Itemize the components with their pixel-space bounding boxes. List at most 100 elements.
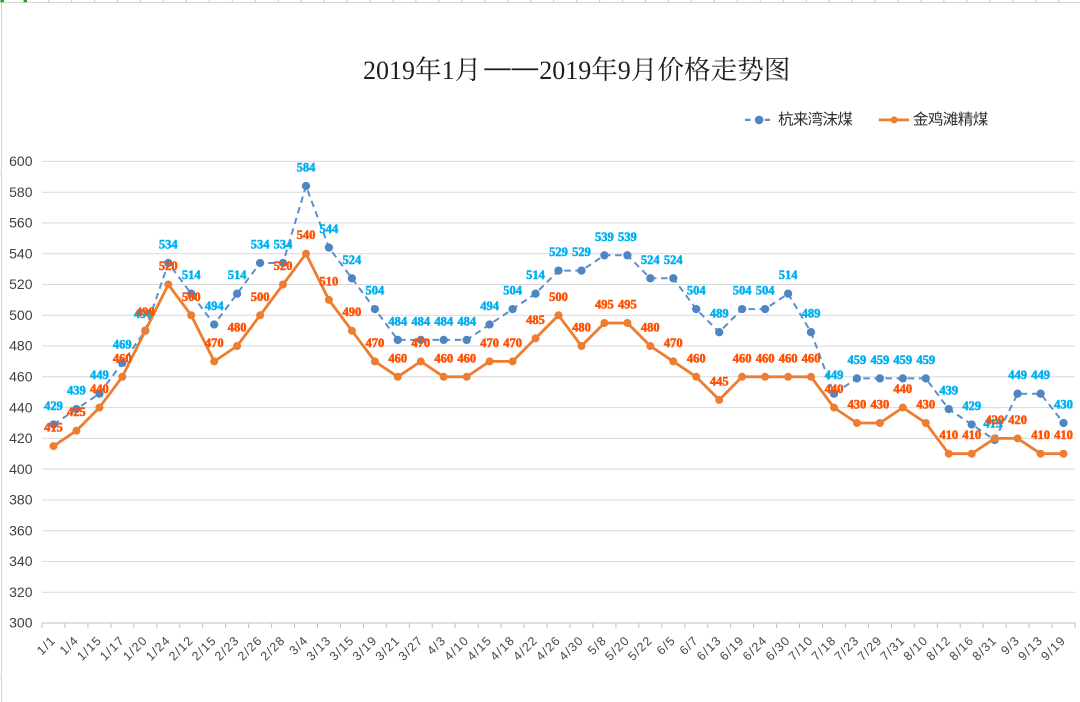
svg-text:420: 420 xyxy=(985,413,1004,427)
svg-text:600: 600 xyxy=(9,153,33,169)
svg-text:480: 480 xyxy=(228,321,247,335)
svg-text:430: 430 xyxy=(1054,398,1073,412)
svg-text:520: 520 xyxy=(159,259,178,273)
svg-text:514: 514 xyxy=(228,268,248,282)
svg-text:440: 440 xyxy=(9,399,33,415)
svg-text:534: 534 xyxy=(274,238,294,252)
svg-text:460: 460 xyxy=(733,351,752,365)
svg-text:520: 520 xyxy=(274,259,293,273)
svg-text:529: 529 xyxy=(549,245,568,259)
svg-text:459: 459 xyxy=(848,353,867,367)
svg-text:510: 510 xyxy=(320,274,339,288)
svg-text:440: 440 xyxy=(825,382,844,396)
svg-text:514: 514 xyxy=(526,268,546,282)
svg-text:480: 480 xyxy=(572,321,591,335)
svg-text:449: 449 xyxy=(1031,368,1050,382)
svg-text:430: 430 xyxy=(916,398,935,412)
svg-text:489: 489 xyxy=(710,307,729,321)
svg-text:500: 500 xyxy=(549,290,568,304)
svg-text:520: 520 xyxy=(9,276,33,292)
svg-text:495: 495 xyxy=(618,298,637,312)
svg-text:500: 500 xyxy=(9,307,33,323)
svg-text:470: 470 xyxy=(503,336,522,350)
svg-text:584: 584 xyxy=(297,161,317,175)
svg-text:500: 500 xyxy=(251,290,270,304)
svg-text:490: 490 xyxy=(343,305,362,319)
svg-text:445: 445 xyxy=(710,374,729,388)
svg-text:429: 429 xyxy=(962,399,981,413)
svg-text:494: 494 xyxy=(480,299,500,313)
svg-text:485: 485 xyxy=(526,313,545,327)
svg-text:529: 529 xyxy=(572,245,591,259)
svg-text:440: 440 xyxy=(90,382,109,396)
svg-text:489: 489 xyxy=(802,307,821,321)
svg-text:490: 490 xyxy=(134,307,153,321)
svg-text:449: 449 xyxy=(825,368,844,382)
svg-text:380: 380 xyxy=(9,492,33,508)
svg-text:460: 460 xyxy=(434,351,453,365)
svg-text:460: 460 xyxy=(457,351,476,365)
svg-text:514: 514 xyxy=(182,268,202,282)
svg-text:540: 540 xyxy=(297,228,316,242)
svg-text:340: 340 xyxy=(9,553,33,569)
svg-text:490: 490 xyxy=(136,305,155,319)
svg-text:470: 470 xyxy=(411,336,430,350)
svg-text:539: 539 xyxy=(618,230,637,244)
svg-text:504: 504 xyxy=(366,284,386,298)
svg-text:484: 484 xyxy=(457,314,477,328)
svg-text:539: 539 xyxy=(595,230,614,244)
svg-text:410: 410 xyxy=(939,428,958,442)
svg-text:540: 540 xyxy=(9,245,33,261)
svg-text:410: 410 xyxy=(1031,428,1050,442)
svg-text:430: 430 xyxy=(871,398,890,412)
svg-text:460: 460 xyxy=(9,369,33,385)
svg-text:514: 514 xyxy=(779,268,799,282)
svg-text:460: 460 xyxy=(388,351,407,365)
svg-text:410: 410 xyxy=(962,428,981,442)
svg-text:470: 470 xyxy=(664,336,683,350)
svg-text:504: 504 xyxy=(756,284,776,298)
svg-text:484: 484 xyxy=(434,314,454,328)
svg-text:425: 425 xyxy=(67,405,86,419)
svg-text:400: 400 xyxy=(9,461,33,477)
svg-text:9: 9 xyxy=(618,56,631,85)
svg-text:420: 420 xyxy=(1008,413,1027,427)
svg-text:484: 484 xyxy=(411,314,431,328)
svg-text:524: 524 xyxy=(664,253,684,267)
svg-text:460: 460 xyxy=(687,351,706,365)
svg-text:439: 439 xyxy=(67,384,86,398)
svg-text:460: 460 xyxy=(113,351,132,365)
svg-text:494: 494 xyxy=(205,299,225,313)
svg-text:430: 430 xyxy=(848,398,867,412)
svg-text:504: 504 xyxy=(503,284,523,298)
svg-text:495: 495 xyxy=(595,298,614,312)
svg-text:459: 459 xyxy=(871,353,890,367)
svg-text:470: 470 xyxy=(366,336,385,350)
svg-text:500: 500 xyxy=(182,290,201,304)
svg-text:1: 1 xyxy=(442,56,455,85)
svg-text:470: 470 xyxy=(480,336,499,350)
svg-text:439: 439 xyxy=(939,384,958,398)
svg-text:449: 449 xyxy=(90,368,109,382)
svg-text:460: 460 xyxy=(779,351,798,365)
svg-text:449: 449 xyxy=(1008,368,1027,382)
svg-text:415: 415 xyxy=(44,421,63,435)
svg-text:440: 440 xyxy=(893,382,912,396)
svg-text:480: 480 xyxy=(9,338,33,354)
svg-text:484: 484 xyxy=(388,314,408,328)
svg-text:410: 410 xyxy=(1054,428,1073,442)
svg-text:560: 560 xyxy=(9,215,33,231)
svg-text:469: 469 xyxy=(113,338,132,352)
svg-text:480: 480 xyxy=(641,321,660,335)
svg-text:459: 459 xyxy=(916,353,935,367)
svg-text:534: 534 xyxy=(251,238,271,252)
svg-text:524: 524 xyxy=(641,253,661,267)
svg-text:544: 544 xyxy=(320,222,340,236)
svg-text:320: 320 xyxy=(9,584,33,600)
svg-text:2019: 2019 xyxy=(363,56,415,85)
svg-text:504: 504 xyxy=(687,284,707,298)
svg-text:580: 580 xyxy=(9,184,33,200)
svg-text:419: 419 xyxy=(983,416,1002,430)
svg-text:470: 470 xyxy=(205,336,224,350)
svg-text:460: 460 xyxy=(802,351,821,365)
